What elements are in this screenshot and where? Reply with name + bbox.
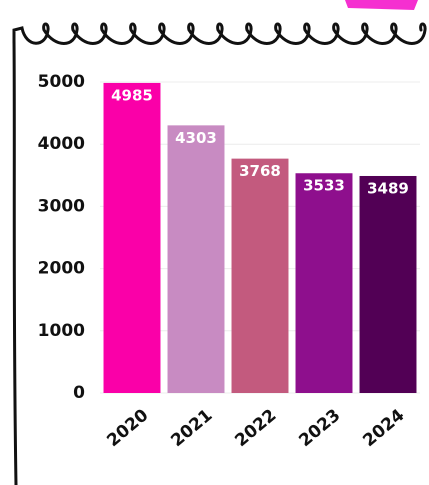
x-tick-label: 2023 <box>295 405 344 451</box>
decor-tab <box>345 0 418 10</box>
x-tick-label: 2022 <box>231 405 280 451</box>
bar <box>103 82 161 394</box>
value-label: 4303 <box>175 129 217 147</box>
page-border <box>12 39 18 485</box>
spiral-binding <box>12 22 427 45</box>
y-tick-label: 1000 <box>38 321 85 341</box>
bar <box>231 158 289 393</box>
value-label: 4985 <box>111 86 153 104</box>
y-tick-label: 5000 <box>38 72 85 92</box>
y-tick-label: 3000 <box>38 196 85 216</box>
y-tick-label: 0 <box>73 383 85 403</box>
bar <box>295 173 353 393</box>
value-label: 3489 <box>367 179 409 197</box>
value-label: 3768 <box>239 162 281 180</box>
x-tick-label: 2020 <box>103 405 152 451</box>
x-tick-label: 2024 <box>359 405 408 451</box>
value-label: 3533 <box>303 177 345 195</box>
y-tick-label: 4000 <box>38 134 85 154</box>
x-tick-label: 2021 <box>167 405 216 451</box>
bar <box>359 175 417 393</box>
y-tick-label: 2000 <box>38 259 85 279</box>
bar <box>167 125 225 394</box>
